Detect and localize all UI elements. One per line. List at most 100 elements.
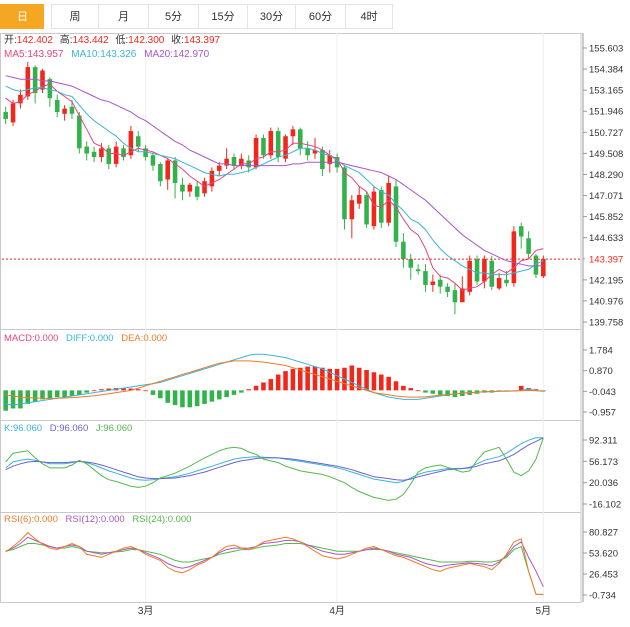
macd-bar <box>290 368 296 391</box>
candle-up <box>430 281 436 285</box>
high-value: 143.442 <box>73 35 110 46</box>
low-label: 低: <box>115 33 128 46</box>
tab-day[interactable]: 日 <box>0 4 44 29</box>
macd-bar <box>283 371 288 391</box>
macd-bar <box>533 389 539 391</box>
candle-up <box>62 108 67 114</box>
candle-down <box>518 226 524 237</box>
axis-tick-label: 142.195 <box>589 275 623 286</box>
panel-frames <box>0 33 582 603</box>
axis-tick-label: 1.784 <box>589 346 613 357</box>
candle-up <box>356 195 362 204</box>
macd-panel <box>3 353 546 411</box>
candle-up <box>99 148 104 157</box>
ma10-line <box>5 85 544 276</box>
tab-60min[interactable]: 60分 <box>295 4 345 29</box>
macd-bar <box>172 390 178 406</box>
j-value: 96.060 <box>103 423 132 434</box>
k-label: K: <box>4 423 13 434</box>
macd-value: 0.000 <box>35 333 59 344</box>
candle-down <box>275 131 281 157</box>
macd-bar <box>77 390 82 395</box>
candle-up <box>467 260 472 292</box>
macd-bar <box>423 390 428 393</box>
candle-up <box>283 136 288 159</box>
candle-down <box>69 106 75 114</box>
kline-chart[interactable]: 155.603 154.384 153.165 151.946 150.727 149.5… <box>0 33 630 627</box>
candle-down <box>445 286 450 292</box>
current-price-tag <box>585 252 629 267</box>
axis-tick-label: -0.957 <box>589 408 616 419</box>
macd-bar <box>216 390 222 400</box>
axis-tick-label: 153.165 <box>589 86 623 97</box>
macd-bar <box>165 390 170 403</box>
candle-down <box>489 260 495 287</box>
info-line-ohlc: 开:142.402 高:143.442 低:142.300 收:143.397 <box>4 33 221 46</box>
candle-down <box>143 148 148 157</box>
macd-bar <box>320 367 325 391</box>
candle-down <box>408 259 414 268</box>
tab-4hour[interactable]: 4时 <box>345 4 393 29</box>
d-value: 96.060 <box>59 423 88 434</box>
ma20-value: 142.970 <box>173 49 210 60</box>
candle-up <box>541 259 546 277</box>
candle-down <box>135 136 141 147</box>
axis-tick-label: 139.758 <box>589 318 623 329</box>
macd-bar <box>150 390 156 395</box>
rsi6-label: RSI(6): <box>4 514 34 525</box>
axis-tick-label: 53.620 <box>589 549 618 560</box>
macd-bar <box>445 390 450 397</box>
candle-up <box>40 70 45 90</box>
candle-up <box>482 259 487 282</box>
candle-down <box>54 99 60 113</box>
axis-tick-label: 154.384 <box>589 65 623 76</box>
macd-bar <box>128 388 134 391</box>
open-value: 142.402 <box>17 35 54 46</box>
macd-bar <box>401 385 406 391</box>
macd-bar <box>84 390 89 393</box>
tab-15min[interactable]: 15分 <box>198 4 247 29</box>
candle-down <box>3 112 8 119</box>
candle-down <box>401 241 406 260</box>
candle-down <box>533 255 539 275</box>
candle-down <box>393 186 399 242</box>
candle-down <box>158 163 163 182</box>
macd-bar <box>209 390 215 402</box>
macd-bar <box>202 390 207 404</box>
tab-week[interactable]: 周 <box>51 4 98 29</box>
tab-month[interactable]: 月 <box>98 4 148 29</box>
macd-bar <box>180 390 185 408</box>
candle-up <box>202 181 207 194</box>
candle-up <box>187 184 193 192</box>
rsi12-value: 0.000 <box>101 514 125 525</box>
macd-label: MACD: <box>4 333 35 344</box>
axis-tick-label: 0.870 <box>589 366 613 377</box>
j-label: J: <box>96 423 103 434</box>
ma5-value: 143.957 <box>27 49 64 60</box>
current-price-label: 143.397 <box>589 255 623 266</box>
price-panel <box>2 61 581 315</box>
candle-down <box>150 155 156 166</box>
axis-tick-label: 144.633 <box>589 233 623 244</box>
macd-bar <box>187 390 193 408</box>
month-label: 4月 <box>329 605 345 617</box>
info-line-ma: MA5:143.957 MA10:143.326 MA20:142.970 <box>4 49 210 60</box>
macd-bar <box>312 366 318 391</box>
candle-up <box>165 160 170 180</box>
close-value: 143.397 <box>184 35 221 46</box>
candle-up <box>25 67 31 97</box>
macd-bar <box>253 385 259 391</box>
candle-down <box>452 290 458 303</box>
grid-lines <box>145 33 544 602</box>
info-line-rsi: RSI(6):0.000 RSI(12):0.000 RSI(24):0.000 <box>4 514 191 525</box>
candle-down <box>84 146 89 154</box>
axis-tick-label: 148.290 <box>589 170 623 181</box>
tab-5min[interactable]: 5分 <box>148 4 198 29</box>
macd-bar <box>518 385 524 391</box>
rsi12-label: RSI(12): <box>66 514 101 525</box>
macd-bar <box>3 390 8 411</box>
candle-up <box>253 137 259 168</box>
rsi24-label: RSI(24): <box>132 514 167 525</box>
tab-30min[interactable]: 30分 <box>247 4 295 29</box>
macd-bar <box>18 390 23 409</box>
